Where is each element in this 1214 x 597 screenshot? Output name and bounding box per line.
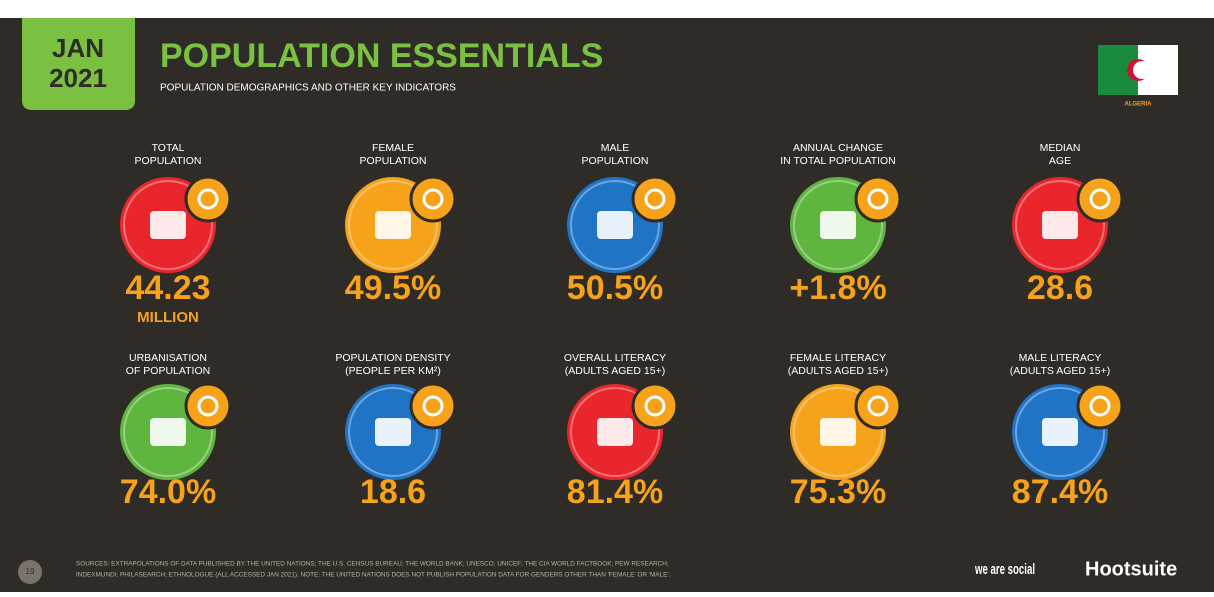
icon-ring <box>348 387 438 477</box>
indicator-label: (ADULTS AGED 15+) <box>565 365 665 377</box>
brand-hootsuite: Hootsuite <box>1085 558 1177 580</box>
icon-badge <box>409 382 457 430</box>
indicator-label: MALE LITERACY <box>1019 352 1102 364</box>
flag-crescent-cut <box>1133 61 1151 79</box>
indicator-value: 74.0% <box>120 473 216 511</box>
badge-month: JAN <box>52 33 104 63</box>
badge-year: 2021 <box>49 63 107 93</box>
icon-glyph <box>150 211 186 239</box>
indicator-label: MEDIAN <box>1040 142 1081 154</box>
icon-badge-glyph <box>1089 188 1111 210</box>
icon-glyph <box>150 418 186 446</box>
icon-ring <box>793 387 883 477</box>
icon-badge-glyph <box>867 188 889 210</box>
icon-ring <box>1015 180 1105 270</box>
indicator-value: +1.8% <box>789 269 886 307</box>
sources-2: INDEXMUNDI; PHILASEARCH; ETHNOLOGUE (ALL… <box>76 572 671 579</box>
indicator-label: (ADULTS AGED 15+) <box>1010 365 1110 377</box>
indicator-label: IN TOTAL POPULATION <box>780 155 896 167</box>
icon-badge-glyph <box>644 188 666 210</box>
icon-badge <box>409 175 457 223</box>
date-badge <box>22 18 135 110</box>
icon-glyph <box>375 211 411 239</box>
icon-badge-glyph <box>197 395 219 417</box>
icon-ring <box>793 180 883 270</box>
icon-badge-glyph <box>867 395 889 417</box>
icon-ring <box>123 387 213 477</box>
indicator-value: 44.23 <box>125 269 210 307</box>
indicator-value: 75.3% <box>790 473 886 511</box>
indicator-label: TOTAL <box>152 142 185 154</box>
indicator-value: 28.6 <box>1027 269 1093 307</box>
icon-badge <box>631 175 679 223</box>
icon-ring <box>570 180 660 270</box>
icon-badge <box>1076 175 1124 223</box>
icon-badge <box>854 175 902 223</box>
icon-ring <box>570 387 660 477</box>
subtitle: POPULATION DEMOGRAPHICS AND OTHER KEY IN… <box>160 83 456 94</box>
icon-badge <box>1076 382 1124 430</box>
indicator-label: POPULATION <box>360 155 427 167</box>
background <box>0 18 1214 592</box>
page-dot <box>18 560 42 584</box>
icon-ring <box>1015 387 1105 477</box>
indicator-label: ANNUAL CHANGE <box>793 142 883 154</box>
indicator-label: OVERALL LITERACY <box>564 352 666 364</box>
icon-glyph <box>1042 418 1078 446</box>
icon-glyph <box>1042 211 1078 239</box>
icon-badge-glyph <box>422 395 444 417</box>
icon-badge-glyph <box>422 188 444 210</box>
indicator-label: FEMALE <box>372 142 414 154</box>
country: ALGERIA <box>1125 102 1153 108</box>
icon-badge <box>631 382 679 430</box>
indicator-label: (ADULTS AGED 15+) <box>788 365 888 377</box>
indicator-value: 18.6 <box>360 473 426 511</box>
title: POPULATION ESSENTIALS <box>160 37 603 75</box>
sources: SOURCES: EXTRAPOLATIONS OF DATA PUBLISHE… <box>76 561 669 568</box>
icon-ring <box>348 180 438 270</box>
indicator-value: 87.4% <box>1012 473 1108 511</box>
brand-we-are-social: we are social <box>974 561 1035 578</box>
indicator-label: AGE <box>1049 155 1071 167</box>
indicator-label: (PEOPLE PER KM²) <box>345 365 441 377</box>
icon-glyph <box>597 418 633 446</box>
icon-glyph <box>597 211 633 239</box>
indicator-label: MALE <box>601 142 630 154</box>
page-number: 19 <box>26 567 35 576</box>
indicator-label: POPULATION <box>135 155 202 167</box>
indicator-label: URBANISATION <box>129 352 207 364</box>
indicator-label: POPULATION <box>582 155 649 167</box>
icon-badge-glyph <box>1089 395 1111 417</box>
icon-badge <box>184 382 232 430</box>
icon-badge-glyph <box>644 395 666 417</box>
icon-ring <box>123 180 213 270</box>
icon-badge-glyph <box>197 188 219 210</box>
icon-glyph <box>820 211 856 239</box>
indicator-value: 50.5% <box>567 269 663 307</box>
indicator-value: 49.5% <box>345 269 441 307</box>
indicator-label: FEMALE LITERACY <box>790 352 886 364</box>
indicator-label: OF POPULATION <box>126 365 210 377</box>
icon-badge <box>854 382 902 430</box>
icon-glyph <box>375 418 411 446</box>
indicator-unit: MILLION <box>137 309 199 326</box>
indicator-label: POPULATION DENSITY <box>335 352 450 364</box>
indicator-value: 81.4% <box>567 473 663 511</box>
icon-badge <box>184 175 232 223</box>
icon-glyph <box>820 418 856 446</box>
